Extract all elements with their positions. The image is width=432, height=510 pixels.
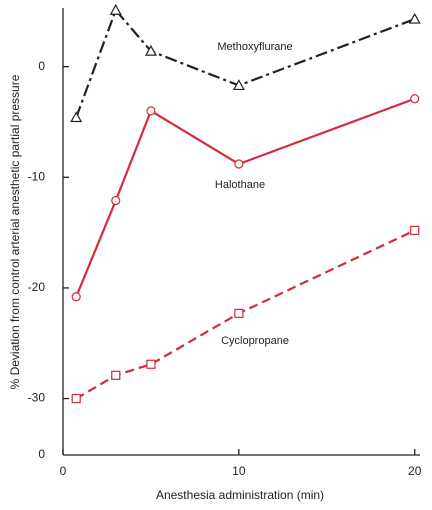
marker bbox=[70, 111, 83, 123]
marker bbox=[232, 79, 245, 91]
x-tick-label: 0 bbox=[60, 464, 67, 478]
y-axis-label: % Deviation from control arterial anesth… bbox=[8, 74, 22, 389]
marker bbox=[109, 3, 122, 15]
series-line bbox=[75, 97, 416, 298]
marker bbox=[111, 370, 121, 380]
marker bbox=[71, 292, 81, 302]
marker bbox=[410, 225, 420, 235]
marker bbox=[408, 12, 421, 24]
marker bbox=[234, 308, 244, 318]
series-label: Cyclopropane bbox=[221, 335, 289, 347]
series-label: Halothane bbox=[215, 179, 265, 191]
marker bbox=[144, 44, 157, 56]
x-axis-label: Anesthesia administration (min) bbox=[156, 488, 324, 502]
series-label: Methoxyflurane bbox=[217, 41, 292, 53]
x-tick-label: 10 bbox=[232, 464, 246, 478]
series-line bbox=[75, 8, 416, 118]
series-line bbox=[75, 229, 416, 400]
y-tick-label: 0 bbox=[38, 59, 45, 73]
marker bbox=[146, 359, 156, 369]
y-tick-label: -20 bbox=[28, 280, 46, 294]
x-tick-label: 20 bbox=[408, 464, 422, 478]
axis-break-label: 0 bbox=[38, 447, 45, 461]
y-tick-label: -30 bbox=[28, 391, 46, 405]
y-tick-label: -10 bbox=[28, 169, 46, 183]
marker bbox=[71, 393, 81, 404]
marker bbox=[410, 94, 420, 104]
marker bbox=[111, 195, 121, 206]
marker bbox=[234, 159, 244, 169]
marker bbox=[146, 106, 156, 116]
